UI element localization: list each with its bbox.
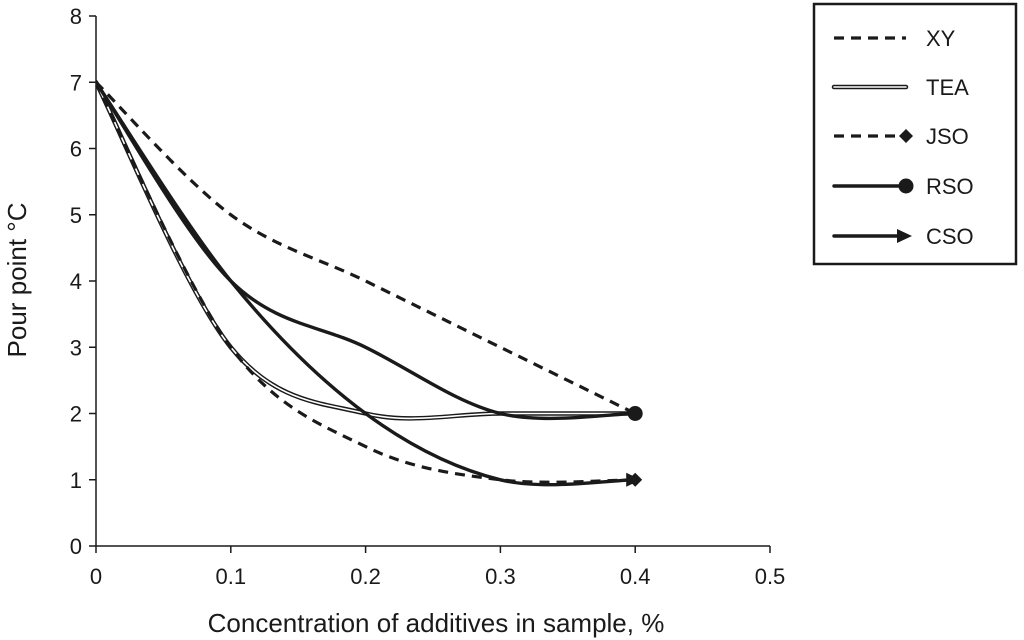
x-tick-label: 0.1 — [216, 564, 247, 589]
y-tick-label: 0 — [70, 534, 82, 559]
markers-group — [626, 406, 643, 487]
x-tick-label: 0.2 — [350, 564, 381, 589]
legend-label-jso: JSO — [926, 124, 969, 149]
y-axis-title: Pour point °C — [2, 203, 32, 358]
x-axis-title: Concentration of additives in sample, % — [208, 608, 665, 638]
legend-label-tea: TEA — [926, 75, 969, 100]
y-tick-label: 5 — [70, 203, 82, 228]
legend-label-cso: CSO — [926, 224, 974, 249]
legend-marker-jso — [899, 129, 913, 143]
x-tick-label: 0.3 — [485, 564, 516, 589]
legend-marker-cso — [897, 229, 912, 243]
y-tick-label: 8 — [70, 4, 82, 29]
y-tick-label: 7 — [70, 70, 82, 95]
series-line-tea-inner — [96, 81, 636, 420]
x-tick-label: 0.5 — [755, 564, 786, 589]
legend-item-cso: CSO — [832, 224, 974, 249]
series-line-rso-stroke — [96, 80, 637, 421]
legend-item-tea: TEA — [831, 75, 969, 100]
ticks: 0 1 2 3 4 5 6 7 8 0 0.1 0.2 0.3 0.4 0.5 — [70, 4, 786, 589]
series-line-cso-stroke — [96, 80, 637, 487]
legend-box — [812, 2, 1018, 266]
y-tick-label: 4 — [70, 269, 82, 294]
axes — [95, 16, 770, 547]
y-tick-label: 2 — [70, 402, 82, 427]
series-group — [96, 80, 638, 487]
legend: XY TEA JSO RSO CSO — [812, 2, 1018, 266]
series-line-rso — [96, 80, 637, 421]
series-line-tea-outer — [96, 80, 638, 421]
y-tick-label: 6 — [70, 137, 82, 162]
legend-item-jso: JSO — [834, 124, 969, 149]
series-line-xy — [96, 81, 636, 415]
end-marker-cso — [626, 472, 642, 487]
legend-item-rso: RSO — [832, 174, 974, 199]
legend-item-xy: XY — [834, 26, 956, 51]
y-tick-label: 1 — [70, 468, 82, 493]
x-tick-label: 0 — [90, 564, 102, 589]
legend-label-xy: XY — [926, 26, 956, 51]
legend-label-rso: RSO — [926, 174, 974, 199]
series-line-tea — [96, 80, 638, 421]
series-line-jso — [96, 81, 636, 484]
legend-marker-rso — [898, 178, 914, 194]
y-tick-label: 3 — [70, 335, 82, 360]
x-tick-label: 0.4 — [620, 564, 651, 589]
end-marker-rso — [627, 406, 643, 421]
series-line-xy-stroke — [96, 81, 636, 415]
series-line-jso-stroke — [96, 81, 636, 484]
series-line-cso — [96, 80, 637, 487]
